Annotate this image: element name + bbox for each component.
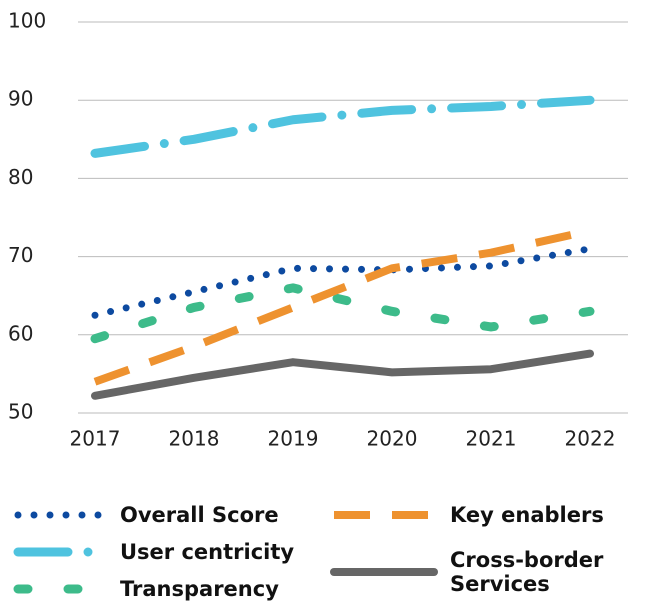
y-tick-label: 70 [8, 243, 33, 267]
legend-swatch [13, 547, 109, 557]
legend-label: User centricity [120, 540, 295, 564]
legend-label: Transparency [120, 577, 279, 601]
legend-item: Cross-border Services [328, 548, 630, 596]
legend-swatch [13, 584, 109, 594]
legend-label: Overall Score [120, 503, 279, 527]
series-line [91, 349, 594, 400]
legend-item: User centricity [12, 540, 294, 564]
x-tick-label: 2019 [268, 427, 319, 451]
legend-swatch [334, 511, 434, 519]
x-tick-label: 2020 [367, 427, 418, 451]
series-line [90, 283, 595, 344]
legend-item: Transparency [12, 577, 279, 601]
legend-swatch [330, 568, 438, 576]
x-tick-label: 2022 [565, 427, 616, 451]
y-tick-label: 90 [8, 87, 33, 111]
legend-item: Key enablers [328, 503, 604, 527]
y-tick-label: 80 [8, 165, 33, 189]
series-line [91, 245, 594, 319]
series-line [90, 95, 595, 158]
series-line [93, 226, 591, 386]
legend-swatch [14, 511, 108, 519]
legend-label: Key enablers [450, 503, 604, 527]
x-tick-label: 2018 [169, 427, 220, 451]
y-tick-label: 50 [8, 400, 33, 424]
x-tick-label: 2021 [466, 427, 517, 451]
x-tick-label: 2017 [70, 427, 121, 451]
legend-label: Cross-border Services [450, 548, 604, 596]
y-tick-label: 100 [8, 9, 46, 33]
y-tick-label: 60 [8, 321, 33, 345]
legend-item: Overall Score [12, 503, 279, 527]
